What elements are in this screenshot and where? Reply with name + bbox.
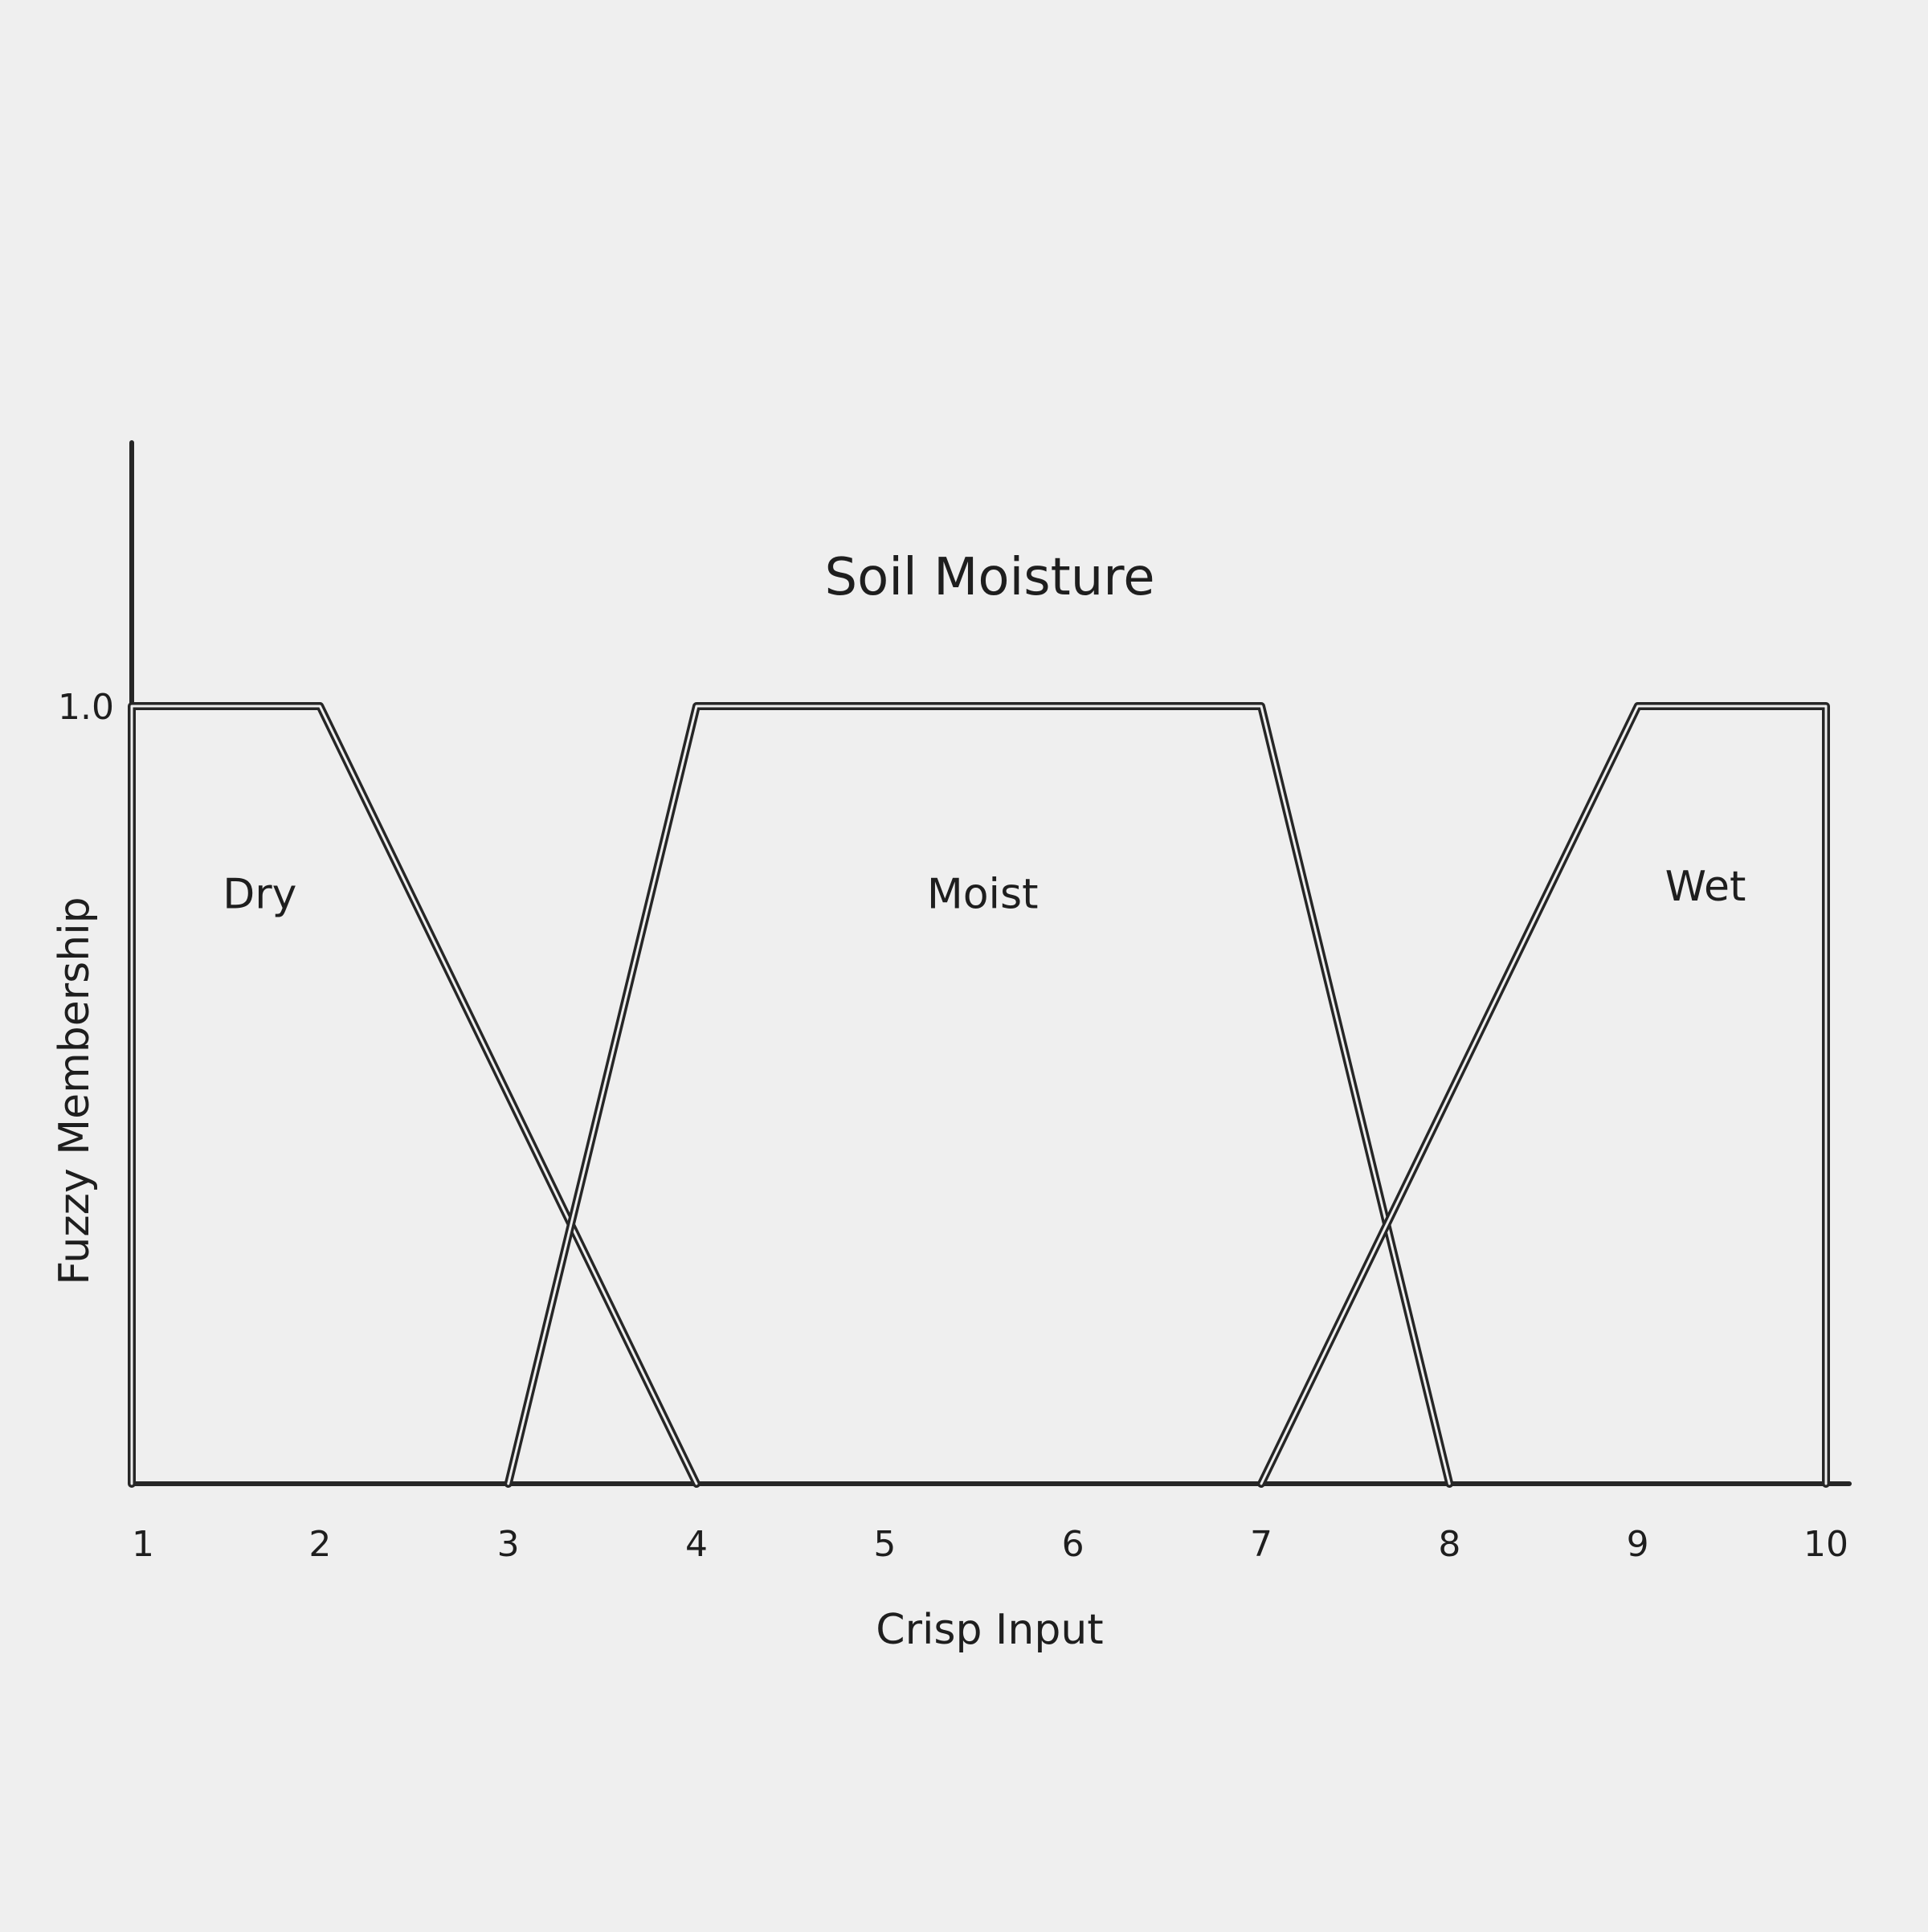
x-tick-label: 5 bbox=[873, 1524, 896, 1565]
y-axis-label: Fuzzy Membership bbox=[51, 897, 99, 1285]
x-tick-label: 3 bbox=[497, 1524, 520, 1565]
y-tick-group: 1.0 bbox=[58, 687, 114, 728]
series-label-wet: Wet bbox=[1665, 863, 1746, 911]
series-line-inner-moist bbox=[507, 705, 1451, 1485]
y-tick-label: 1.0 bbox=[58, 687, 114, 728]
x-tick-group: 1 2 3 4 5 6 7 8 9 10 bbox=[132, 1524, 1848, 1565]
series-group bbox=[128, 702, 1830, 1488]
series-line-dry bbox=[128, 702, 701, 1488]
series-line-inner-dry bbox=[130, 705, 698, 1485]
series-label-moist: Moist bbox=[927, 871, 1039, 919]
series-label-dry: Dry bbox=[223, 871, 296, 919]
x-tick-label: 10 bbox=[1803, 1524, 1848, 1565]
x-tick-label: 2 bbox=[308, 1524, 331, 1565]
x-tick-label: 6 bbox=[1062, 1524, 1084, 1565]
chart-title: Soil Moisture bbox=[824, 548, 1154, 607]
series-line-inner-wet bbox=[1260, 705, 1828, 1485]
series-line-wet bbox=[1257, 702, 1830, 1488]
x-tick-label: 4 bbox=[685, 1524, 708, 1565]
series-label-group: Dry Moist Wet bbox=[223, 863, 1746, 919]
x-tick-label: 8 bbox=[1438, 1524, 1460, 1565]
x-axis-label: Crisp Input bbox=[876, 1606, 1103, 1654]
x-tick-label: 9 bbox=[1627, 1524, 1649, 1565]
x-tick-label: 7 bbox=[1250, 1524, 1272, 1565]
series-line-moist bbox=[504, 702, 1454, 1488]
x-tick-label: 1 bbox=[132, 1524, 154, 1565]
